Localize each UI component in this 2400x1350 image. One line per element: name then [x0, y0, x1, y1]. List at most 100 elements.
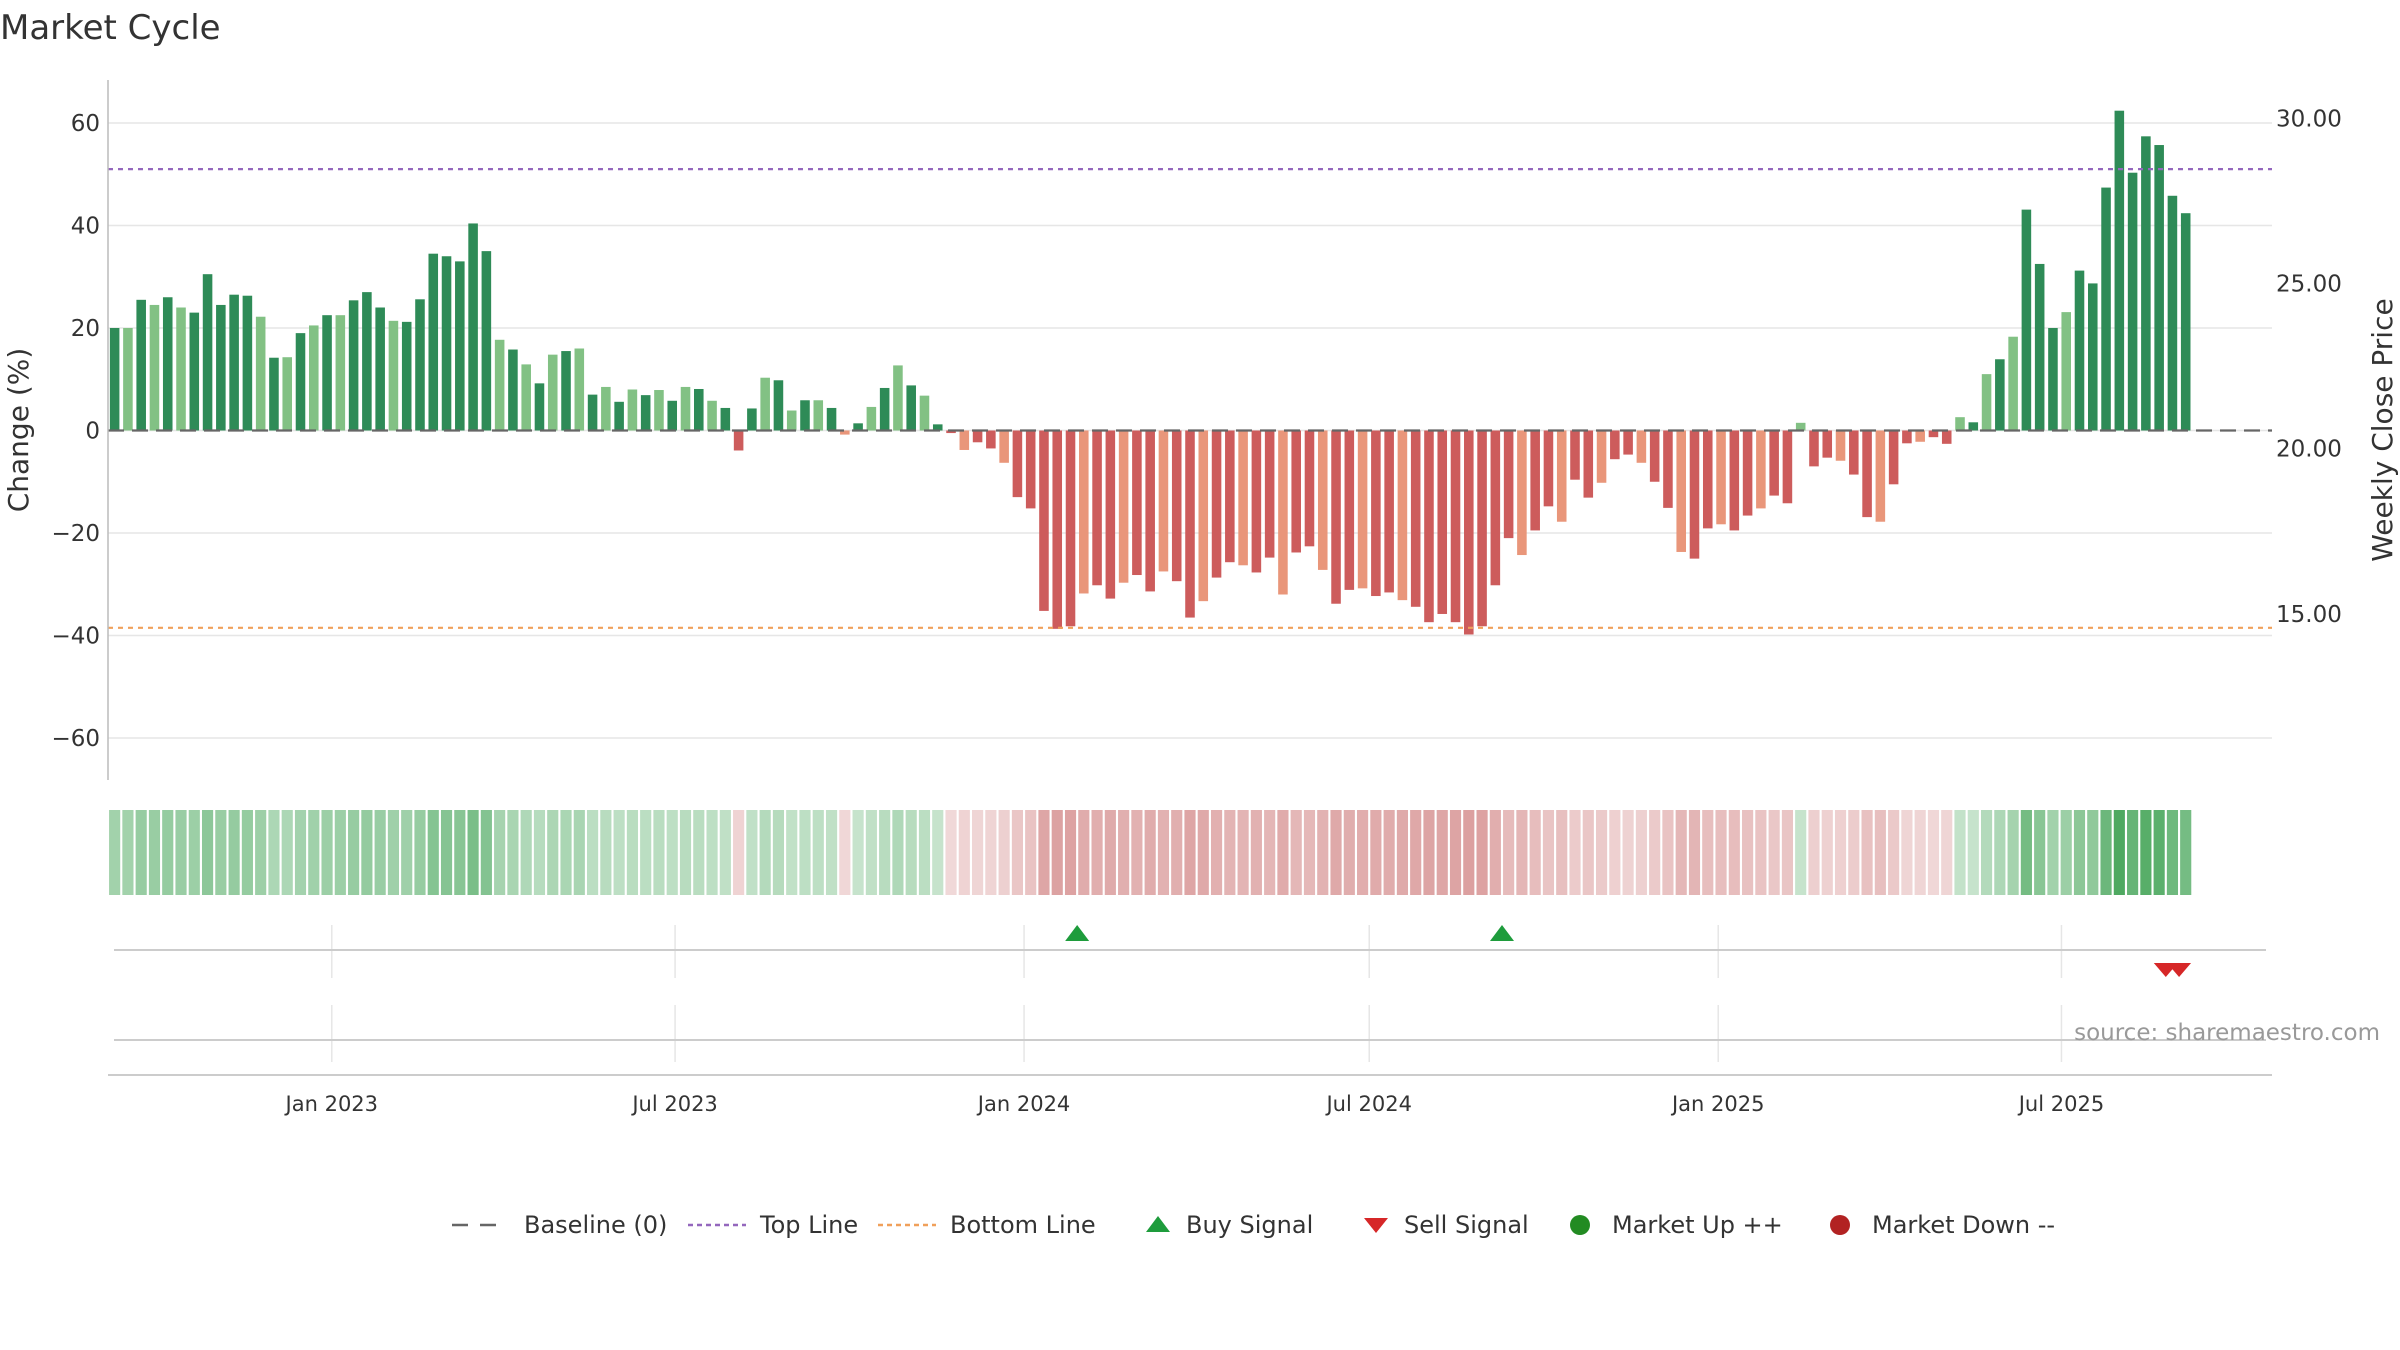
bar [1331, 430, 1341, 604]
bar-series [109, 110, 2191, 635]
bar [2101, 187, 2111, 431]
bar [136, 299, 146, 431]
band-cell [1888, 810, 1900, 895]
bar [2180, 213, 2191, 431]
band-cell [308, 810, 320, 895]
bar [1702, 430, 1713, 529]
bar [2167, 195, 2178, 431]
bar [1278, 430, 1288, 595]
band-cell [1994, 810, 2006, 895]
buy-signal-marker [1489, 925, 1514, 941]
band-cell [1237, 810, 1249, 895]
band-cell [626, 810, 638, 895]
band-cell [972, 810, 984, 895]
bar [1225, 430, 1235, 563]
band-cell [241, 810, 253, 895]
bar [1729, 430, 1740, 531]
bar [1490, 430, 1501, 586]
bar [1875, 430, 1886, 522]
band-cell [1157, 810, 1170, 895]
band-cell [1317, 810, 1329, 895]
legend-item: Sell Signal [1364, 1211, 1529, 1239]
legend-item: Baseline (0) [452, 1211, 667, 1239]
x-tick-label: Jan 2024 [976, 1092, 1071, 1116]
bar [1756, 430, 1766, 509]
bar [362, 292, 372, 431]
band-cell [1635, 810, 1647, 895]
band-cell [1025, 810, 1037, 895]
band-cell [1821, 810, 1833, 895]
bar [906, 385, 916, 431]
band-cell [1874, 810, 1886, 895]
band-cell [467, 810, 479, 895]
band-cell [1131, 810, 1143, 895]
band-cell [892, 810, 904, 895]
band-cell [1834, 810, 1847, 895]
bar [521, 364, 531, 431]
bar [1251, 430, 1262, 573]
band-cell [746, 810, 758, 895]
bar [202, 274, 213, 431]
sell-signal-marker [2167, 963, 2192, 977]
bar [1198, 430, 1209, 602]
bar [216, 304, 226, 431]
bar [733, 430, 744, 451]
band-cell [560, 810, 572, 895]
band-cell [1078, 810, 1090, 895]
band-cell [427, 810, 439, 895]
band-cell [1410, 810, 1422, 895]
band-cell [799, 810, 811, 895]
bar [640, 395, 651, 431]
bar [760, 377, 770, 431]
legend-swatch-circle [1570, 1215, 1590, 1235]
band-cell [1755, 810, 1767, 895]
band-cell [1742, 810, 1754, 895]
band-cell [1064, 810, 1077, 895]
bar [269, 357, 279, 431]
band-cell [653, 810, 665, 895]
bar [1849, 430, 1859, 475]
bar [1065, 430, 1076, 627]
watermark: source: sharemaestro.com [2074, 1020, 2380, 1046]
band-cell [812, 810, 824, 895]
band-cell [454, 810, 466, 895]
reference-lines [108, 168, 2272, 629]
bar [1211, 430, 1222, 578]
bar [1610, 430, 1620, 460]
band-cell [679, 810, 692, 895]
band-cell [1980, 810, 1993, 895]
band-cell [228, 810, 240, 895]
bar [1530, 430, 1540, 531]
x-tick-label: Jan 2025 [1670, 1092, 1765, 1116]
band-cell [547, 810, 559, 895]
bar [2127, 172, 2138, 431]
bar [587, 394, 598, 431]
bar [972, 430, 983, 443]
band-cell [2166, 810, 2179, 895]
bar [348, 300, 359, 431]
bar [986, 430, 996, 449]
bar [1039, 430, 1049, 611]
band-cell [1489, 810, 1501, 895]
legend: Baseline (0) Top Line Bottom Line Buy Signa… [452, 1211, 2055, 1239]
bar [149, 304, 160, 431]
bar [534, 383, 545, 431]
band-cell [1622, 810, 1634, 895]
band-cell [573, 810, 585, 895]
bar [1291, 430, 1301, 553]
bar [1317, 430, 1328, 570]
bar [627, 389, 638, 431]
bar [1344, 430, 1355, 590]
bar [1158, 430, 1169, 572]
legend-label: Baseline (0) [524, 1211, 667, 1239]
band-cell [640, 810, 652, 895]
band-cell [1436, 810, 1448, 895]
y-axis-left: 60 40 20 0 −20 −40 −60 Change (%) [2, 80, 109, 780]
legend-label: Buy Signal [1186, 1211, 1313, 1239]
x-tick-label: Jul 2025 [2017, 1092, 2104, 1116]
bar [813, 400, 824, 431]
bar [2087, 283, 2098, 431]
bar [667, 400, 678, 431]
bar [654, 390, 664, 431]
